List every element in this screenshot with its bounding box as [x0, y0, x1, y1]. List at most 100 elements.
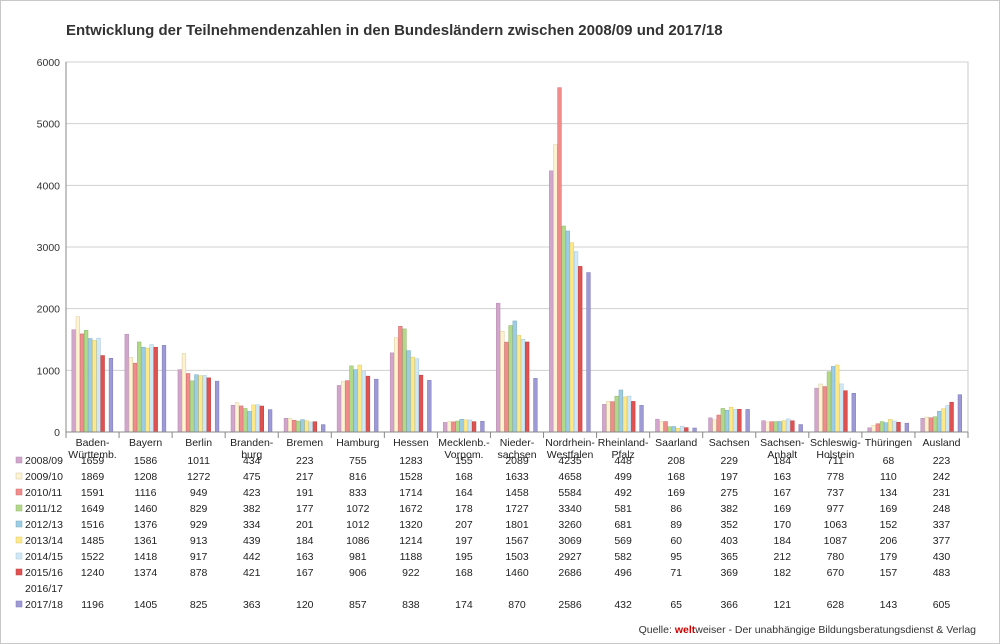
data-label: 170: [774, 519, 792, 531]
bar: [716, 414, 721, 433]
bar: [525, 341, 530, 433]
bar: [904, 422, 909, 433]
bar: [206, 377, 211, 433]
data-label: 439: [243, 535, 261, 547]
data-label: 206: [880, 535, 898, 547]
y-tick-label: 5000: [37, 119, 61, 131]
bar: [194, 374, 199, 433]
x-tick-label: Saarland: [655, 437, 697, 449]
bar: [198, 375, 203, 433]
bar: [406, 350, 411, 433]
bar: [920, 417, 925, 433]
bar: [879, 421, 885, 433]
data-label: 242: [933, 471, 951, 483]
data-label: 191: [296, 487, 314, 499]
bar: [100, 355, 105, 433]
data-label: 448: [614, 455, 632, 467]
bar: [500, 331, 505, 433]
bar: [924, 416, 929, 433]
bar: [639, 405, 644, 433]
data-label: 483: [933, 567, 951, 579]
legend-entry: 2016/17: [25, 583, 63, 595]
data-label: 434: [243, 455, 261, 467]
bar: [292, 419, 297, 433]
data-label: 95: [670, 551, 682, 563]
legend-entry: 2012/13: [25, 519, 63, 531]
bar: [88, 338, 93, 433]
bar: [830, 366, 836, 433]
bar: [871, 424, 876, 433]
bar: [622, 396, 628, 433]
bar: [680, 425, 685, 433]
bar: [268, 409, 273, 433]
bar: [177, 369, 182, 433]
source-prefix: Quelle:: [638, 624, 675, 636]
data-label: 337: [933, 519, 951, 531]
bar: [733, 409, 738, 433]
x-tick-label: Mecklenb.-Vorpom.: [438, 437, 490, 461]
data-label: 86: [670, 503, 682, 515]
data-label: 1374: [134, 567, 158, 579]
data-label: 1714: [399, 487, 423, 499]
bar: [471, 421, 477, 433]
data-label: 169: [667, 487, 685, 499]
bar: [361, 371, 366, 433]
x-tick-label: Rheinland-Pfalz: [598, 437, 649, 461]
bar: [374, 378, 379, 433]
data-label: 906: [349, 567, 367, 579]
data-label: 71: [670, 567, 682, 579]
data-label: 179: [880, 551, 898, 563]
bar: [259, 405, 264, 433]
data-label: 197: [720, 471, 738, 483]
data-label: 1460: [134, 503, 158, 515]
x-tick-label: Bremen: [286, 437, 323, 449]
bar: [932, 416, 938, 433]
data-label: 134: [880, 487, 898, 499]
legend-entry: 2010/11: [25, 487, 62, 499]
bar: [137, 341, 142, 433]
bar: [353, 369, 358, 433]
bar: [247, 411, 252, 433]
data-label: 1063: [824, 519, 848, 531]
legend-swatch: [15, 600, 23, 608]
data-label: 1361: [134, 535, 158, 547]
bar: [798, 424, 803, 433]
y-tick-label: 1000: [37, 365, 61, 377]
data-label: 223: [296, 455, 314, 467]
bar: [442, 422, 448, 433]
bar: [128, 357, 134, 433]
bar: [720, 408, 725, 433]
data-label: 120: [296, 599, 314, 611]
legend-swatch: [15, 584, 23, 592]
data-label: 184: [296, 535, 314, 547]
data-label: 1240: [81, 567, 105, 579]
data-label: 929: [190, 519, 208, 531]
legend-entry: 2014/15: [25, 551, 63, 563]
data-label: 1405: [134, 599, 158, 611]
bar: [786, 418, 791, 433]
bar: [888, 419, 893, 433]
data-label: 581: [614, 503, 632, 515]
bar: [941, 408, 946, 433]
data-label: 89: [670, 519, 682, 531]
source-note: Quelle: weltweiser - Der unabhängige Bil…: [639, 624, 976, 636]
bar: [737, 408, 742, 433]
bar: [149, 344, 154, 433]
bar: [614, 395, 619, 433]
x-tick-label: Branden-burg: [230, 437, 274, 461]
data-label: 922: [402, 567, 420, 579]
bar: [230, 404, 236, 433]
data-label: 163: [296, 551, 314, 563]
data-label: 1418: [134, 551, 158, 563]
bar: [251, 404, 256, 433]
data-label: 492: [614, 487, 632, 499]
data-label: 2927: [558, 551, 582, 563]
data-label: 1869: [81, 471, 105, 483]
data-label: 711: [827, 455, 844, 467]
bar: [565, 230, 570, 433]
bar: [867, 427, 872, 433]
legend-entry: 2009/10: [25, 471, 63, 483]
bar: [84, 330, 89, 433]
bar: [234, 402, 240, 433]
bar: [561, 225, 566, 433]
